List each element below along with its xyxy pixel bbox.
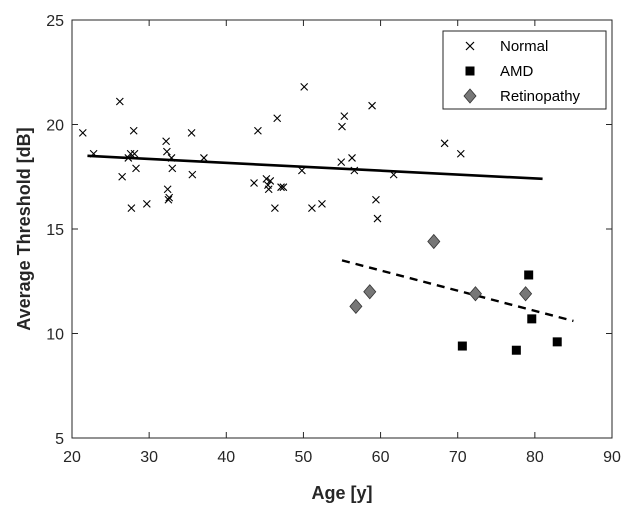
point-amd xyxy=(552,337,562,347)
point-normal xyxy=(338,122,346,131)
point-normal xyxy=(389,170,398,179)
point-normal xyxy=(124,154,133,162)
point-retinopathy xyxy=(427,233,441,250)
x-tick-label: 20 xyxy=(63,449,81,466)
point-normal xyxy=(250,179,258,187)
point-normal xyxy=(266,177,275,185)
x-tick-label: 40 xyxy=(217,449,235,466)
x-tick-label: 60 xyxy=(372,449,390,466)
point-normal xyxy=(300,82,309,91)
x-tick-label: 90 xyxy=(603,449,621,466)
point-retinopathy xyxy=(349,298,363,314)
point-normal xyxy=(129,126,138,135)
point-normal xyxy=(188,170,197,179)
point-normal xyxy=(165,193,174,202)
point-amd xyxy=(527,314,537,324)
point-normal xyxy=(373,214,382,223)
point-normal xyxy=(270,204,279,212)
point-normal xyxy=(350,166,359,175)
x-tick-label: 70 xyxy=(449,449,467,466)
point-normal xyxy=(297,166,306,175)
point-normal xyxy=(130,149,139,158)
legend-marker-retinopathy xyxy=(463,88,477,104)
point-normal xyxy=(126,149,135,158)
legend-label-amd: AMD xyxy=(500,63,534,80)
point-normal xyxy=(163,185,172,194)
point-normal xyxy=(78,128,87,137)
y-tick-label: 15 xyxy=(46,222,64,239)
point-normal xyxy=(348,154,356,162)
point-normal xyxy=(115,97,124,106)
point-normal xyxy=(142,200,151,208)
y-tick-label: 20 xyxy=(46,118,64,135)
point-normal xyxy=(318,200,326,208)
point-amd xyxy=(511,345,521,355)
point-normal xyxy=(279,183,288,192)
legend-entry-retinopathy: Retinopathy xyxy=(463,88,581,105)
point-normal xyxy=(118,172,127,181)
trend-lines xyxy=(87,154,574,323)
point-retinopathy xyxy=(363,284,377,300)
point-normal xyxy=(89,149,98,158)
legend-marker-amd xyxy=(465,66,475,76)
legend-label-retinopathy: Retinopathy xyxy=(500,88,581,105)
point-normal xyxy=(262,174,271,183)
point-normal xyxy=(167,154,176,162)
point-normal xyxy=(273,114,282,123)
legend-entry-amd: AMD xyxy=(465,63,534,80)
point-normal xyxy=(372,195,380,204)
x-axis-label: Age [y] xyxy=(311,483,372,503)
point-normal xyxy=(132,164,140,173)
point-normal xyxy=(337,158,346,167)
point-normal xyxy=(127,204,136,212)
point-normal xyxy=(200,154,208,162)
y-axis-label: Average Threshold [dB] xyxy=(14,127,34,330)
legend-entry-normal: Normal xyxy=(465,38,548,55)
legend-label-normal: Normal xyxy=(500,38,548,55)
point-normal xyxy=(340,112,349,121)
point-normal xyxy=(308,204,316,212)
x-axis: 20 30 40 50 60 70 80 90 xyxy=(63,20,621,466)
x-tick-label: 30 xyxy=(140,449,158,466)
y-tick-label: 25 xyxy=(46,13,64,30)
point-amd xyxy=(524,270,534,280)
y-tick-label: 10 xyxy=(46,327,64,344)
point-normal xyxy=(187,128,196,137)
legend: Normal AMD Retinopathy xyxy=(442,30,607,110)
point-amd xyxy=(457,341,467,351)
point-normal xyxy=(440,139,449,148)
data-points xyxy=(78,82,562,355)
legend-marker-normal xyxy=(465,41,475,51)
point-normal xyxy=(162,137,171,146)
point-normal xyxy=(456,149,465,158)
trend-line-dashed xyxy=(341,259,574,323)
point-normal xyxy=(368,101,376,110)
point-normal xyxy=(168,164,177,173)
point-retinopathy xyxy=(519,286,533,302)
y-axis: 5 10 15 20 25 xyxy=(46,13,612,448)
point-normal xyxy=(162,147,171,156)
x-tick-label: 50 xyxy=(295,449,313,466)
y-tick-label: 5 xyxy=(55,431,64,448)
point-normal xyxy=(264,185,273,194)
point-normal xyxy=(254,126,262,135)
point-normal xyxy=(277,183,285,192)
x-tick-label: 80 xyxy=(526,449,544,466)
point-retinopathy xyxy=(468,286,482,302)
point-normal xyxy=(164,195,173,204)
trend-line-solid xyxy=(87,154,543,181)
